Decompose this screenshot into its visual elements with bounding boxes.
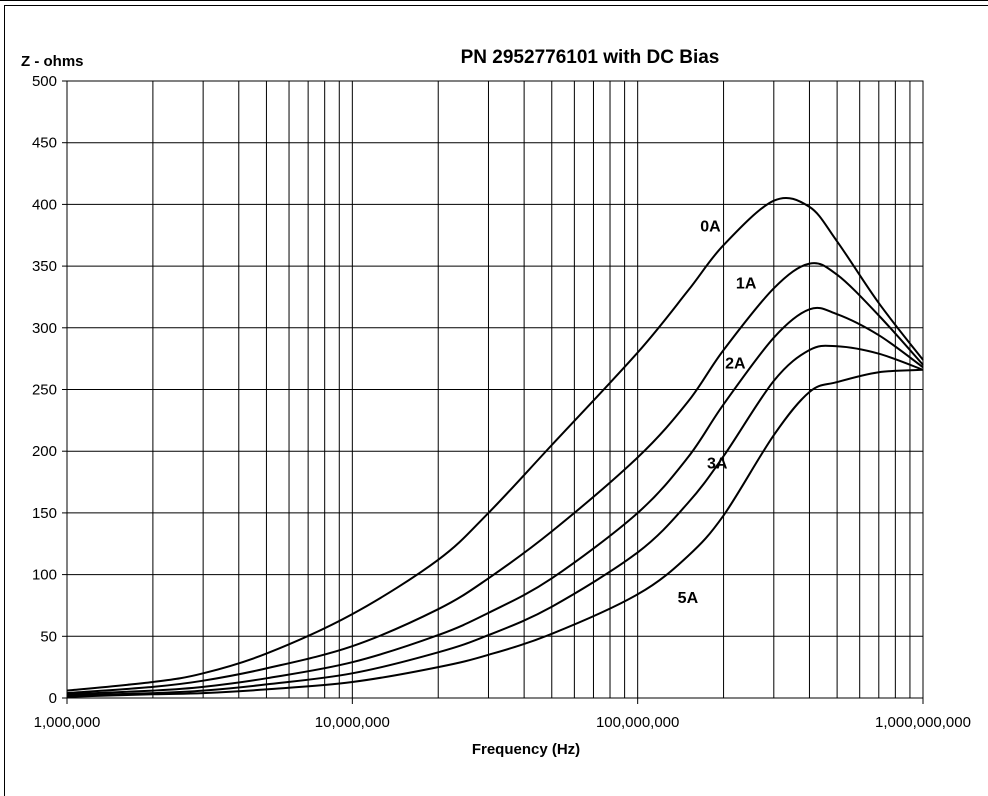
y-tick-label: 150 xyxy=(32,505,57,522)
series-label-0a: 0A xyxy=(700,219,721,236)
series-line-2a xyxy=(66,306,924,696)
x-axis-label: Frequency (Hz) xyxy=(472,741,580,758)
frame-left-border xyxy=(4,5,5,796)
x-tick-label: 10,000,000 xyxy=(315,714,390,731)
series-label-3a: 3A xyxy=(707,455,728,472)
series-label-5a: 5A xyxy=(678,590,699,607)
horizontal-gridlines xyxy=(67,142,923,637)
y-tick-label: 350 xyxy=(32,258,57,275)
y-tick-label: 0 xyxy=(49,690,57,707)
y-axis-label: Z - ohms xyxy=(21,53,84,70)
y-tick-label: 450 xyxy=(32,135,57,152)
series-line-1a xyxy=(66,262,924,695)
frame-top-border-inner xyxy=(4,5,988,6)
frame-top-border xyxy=(0,0,988,1)
series-labels: 0A 1A 2A 3A 5A xyxy=(678,219,757,607)
y-tick-label: 300 xyxy=(32,320,57,337)
x-tick-label: 1,000,000,000 xyxy=(875,714,971,731)
series-label-2a: 2A xyxy=(725,356,746,373)
series-line-0a xyxy=(66,197,924,692)
y-tick-label: 100 xyxy=(32,567,57,584)
chart-title: PN 2952776101 with DC Bias xyxy=(461,47,720,68)
y-tick-labels: 0 50 100 150 200 250 300 350 400 450 500 xyxy=(32,73,67,707)
y-tick-label: 250 xyxy=(32,382,57,399)
x-tick-labels: 1,000,000 10,000,000 100,000,000 1,000,000,… xyxy=(34,698,971,731)
series-line-5a xyxy=(66,368,924,698)
series-line-3a xyxy=(66,344,924,697)
y-tick-label: 50 xyxy=(40,628,57,645)
x-tick-label: 1,000,000 xyxy=(34,714,101,731)
series-lines xyxy=(66,197,924,698)
y-tick-label: 200 xyxy=(32,443,57,460)
y-tick-label: 500 xyxy=(32,73,57,90)
y-tick-label: 400 xyxy=(32,196,57,213)
x-tick-label: 100,000,000 xyxy=(596,714,679,731)
series-label-1a: 1A xyxy=(736,275,757,292)
